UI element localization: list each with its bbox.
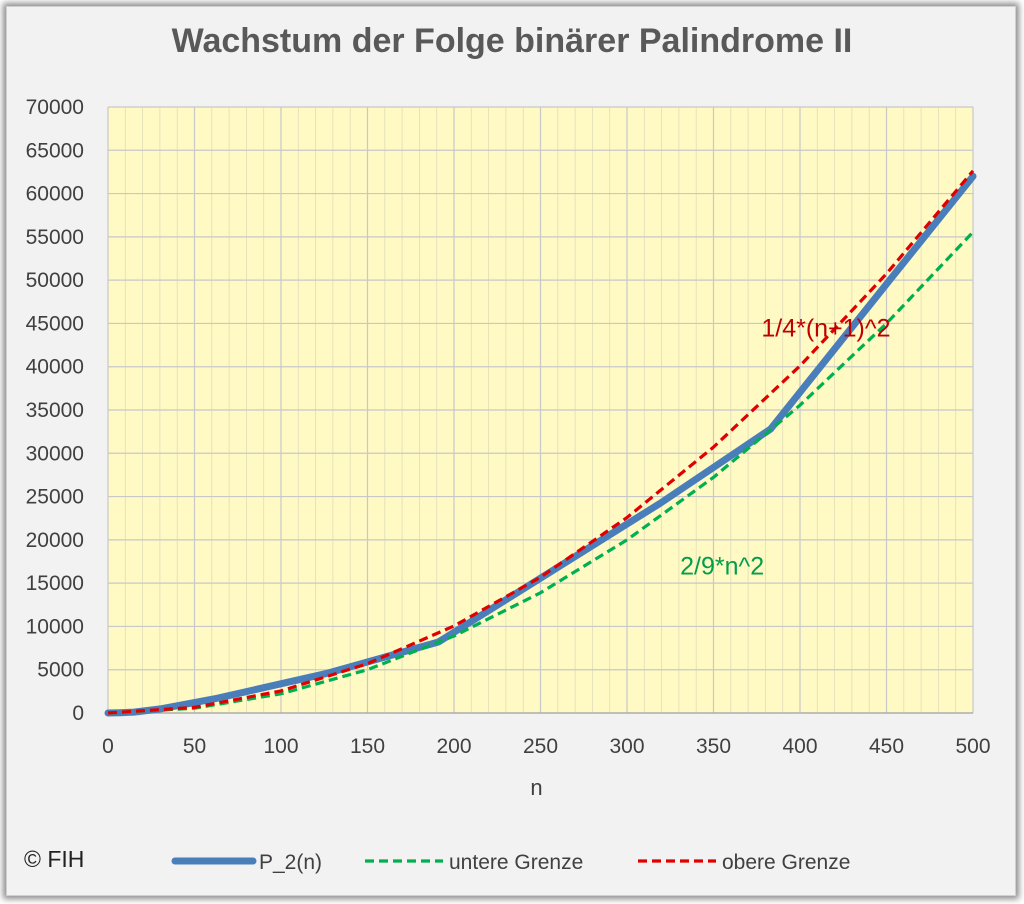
x-tick-label: 500 (955, 735, 990, 758)
x-tick-label: 450 (869, 735, 904, 758)
y-tick-label: 55000 (26, 226, 84, 249)
x-tick-label: 200 (436, 735, 471, 758)
y-tick-label: 15000 (26, 572, 84, 595)
x-tick-label: 0 (102, 735, 114, 758)
y-gridlines (108, 106, 973, 714)
annotation-label: 1/4*(n+1)^2 (761, 314, 890, 342)
copyright-label: © FIH (24, 846, 85, 872)
series-line-obere-grenze (107, 169, 975, 715)
y-tick-label: 40000 (26, 356, 84, 379)
legend-label: untere Grenze (449, 851, 583, 874)
y-tick-label: 25000 (26, 486, 84, 509)
x-tick-label: 250 (523, 735, 558, 758)
chart-title: Wachstum der Folge binärer Palindrome II (171, 22, 853, 60)
x-tick-label: 300 (609, 735, 644, 758)
y-tick-label: 70000 (26, 96, 84, 119)
x-tick-label: 100 (263, 735, 298, 758)
y-tick-label: 50000 (26, 269, 84, 292)
x-tick-label: 400 (782, 735, 817, 758)
annotation-label: 2/9*n^2 (680, 552, 764, 580)
y-tick-label: 20000 (26, 529, 84, 552)
series-line-untere-grenze (107, 230, 975, 715)
x-tick-label: 150 (350, 735, 385, 758)
y-tick-labels: 0 5000 10000 15000 20000 25000 30000 35000 40000… (26, 96, 84, 725)
x-axis-label: n (530, 775, 542, 800)
y-tick-label: 5000 (37, 659, 84, 682)
y-tick-label: 10000 (26, 615, 84, 638)
x-tick-label: 350 (696, 735, 731, 758)
y-tick-label: 65000 (26, 139, 84, 162)
x-tick-label: 50 (183, 735, 206, 758)
series-layer (104, 169, 977, 717)
legend-label: P_2(n) (259, 851, 322, 874)
legend: P_2(n) untere Grenze obere Grenze (171, 851, 850, 874)
y-tick-label: 0 (72, 702, 84, 725)
y-tick-label: 30000 (26, 442, 84, 465)
y-tick-label: 35000 (26, 399, 84, 422)
y-tick-label: 60000 (26, 183, 84, 206)
annotations: 1/4*(n+1)^2 2/9*n^2 (680, 314, 890, 580)
y-tick-label: 45000 (26, 312, 84, 335)
x-tick-labels: 0 50 100 150 200 250 300 350 400 450 500 (102, 735, 990, 758)
legend-label: obere Grenze (722, 851, 850, 874)
